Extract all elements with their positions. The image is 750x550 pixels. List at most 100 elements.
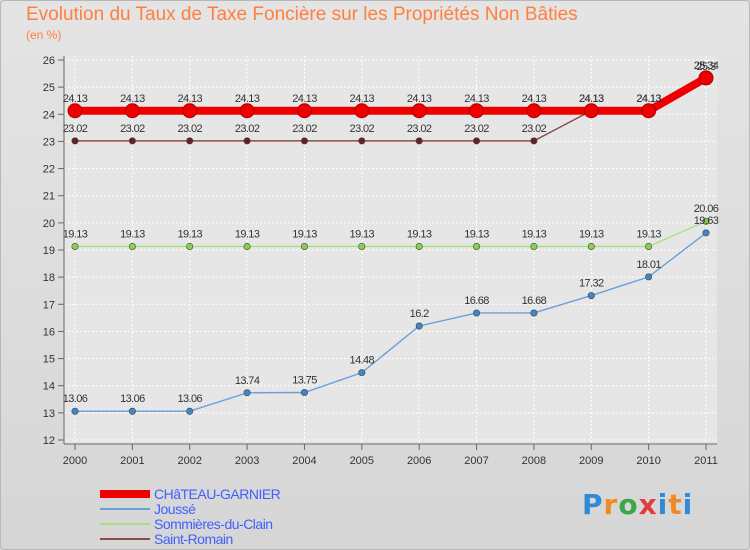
series-line-sommieres-du-clain <box>75 220 707 248</box>
legend-label: Saint-Romain <box>154 530 233 547</box>
legend-swatch <box>100 522 150 525</box>
data-label-sommieres-du-clain: 19.13 <box>63 228 88 240</box>
data-label-chateau-garnier: 24.13 <box>407 93 432 105</box>
y-tick-label: 22 <box>43 164 55 176</box>
x-tick-label: 2008 <box>522 455 546 467</box>
legend-item: CHâTEAU-GARNIER <box>100 486 281 502</box>
data-point-sommieres-du-clain <box>530 242 538 250</box>
data-label-chateau-garnier: 24.13 <box>636 93 661 105</box>
data-label-saint-romain: 23.02 <box>407 123 432 135</box>
legend-swatch <box>100 507 150 510</box>
data-point-jousse <box>71 407 79 415</box>
x-tick-label: 2001 <box>120 455 144 467</box>
data-point-sommieres-du-clain <box>71 242 79 250</box>
data-point-jousse <box>645 273 653 281</box>
data-point-sommieres-du-clain <box>702 217 710 225</box>
data-point-jousse <box>186 407 194 415</box>
data-point-saint-romain <box>128 137 136 145</box>
data-label-sommieres-du-clain: 19.13 <box>350 228 375 240</box>
data-label-chateau-garnier: 24.13 <box>350 93 375 105</box>
legend: CHâTEAU-GARNIER Joussé Sommières-du-Clain S… <box>100 486 281 547</box>
data-point-saint-romain <box>300 137 308 145</box>
y-axis-unit-label: (en %) <box>26 28 62 42</box>
data-point-sommieres-du-clain <box>300 242 308 250</box>
data-point-chateau-garnier <box>641 103 657 119</box>
data-label-sommieres-du-clain: 19.13 <box>464 228 489 240</box>
data-label-chateau-garnier: 24.13 <box>464 93 489 105</box>
data-point-saint-romain <box>530 137 538 145</box>
data-point-saint-romain <box>243 137 251 145</box>
data-point-chateau-garnier <box>469 103 485 119</box>
x-tick-label: 2000 <box>63 455 87 467</box>
data-label-saint-romain: 23.02 <box>464 123 489 135</box>
data-label-jousse: 16.68 <box>522 295 547 307</box>
series-line-chateau-garnier <box>75 74 708 115</box>
data-label-chateau-garnier: 24.13 <box>177 93 202 105</box>
y-tick-label: 12 <box>43 435 55 447</box>
series-layer <box>67 70 714 415</box>
data-point-sommieres-du-clain <box>128 242 136 250</box>
y-tick-label: 21 <box>43 191 55 203</box>
y-tick-label: 18 <box>43 272 55 284</box>
data-point-saint-romain <box>186 137 194 145</box>
y-tick-label: 20 <box>43 218 55 230</box>
chart-title: Evolution du Taux de Taxe Foncière sur l… <box>26 4 578 25</box>
data-label-saint-romain: 23.02 <box>350 123 375 135</box>
data-label-saint-romain: 24.13 <box>636 93 661 105</box>
data-label-jousse: 18.01 <box>636 259 661 271</box>
data-label-sommieres-du-clain: 19.13 <box>177 228 202 240</box>
y-tick-label: 14 <box>43 381 55 393</box>
data-label-jousse: 16.68 <box>464 295 489 307</box>
series-line-jousse <box>75 232 707 412</box>
data-point-chateau-garnier <box>583 103 599 119</box>
data-label-jousse: 13.06 <box>120 393 145 405</box>
data-label-jousse: 14.48 <box>350 355 375 367</box>
data-point-chateau-garnier <box>698 70 714 86</box>
data-label-saint-romain: 25.3 <box>696 61 715 73</box>
data-label-jousse: 13.06 <box>63 393 88 405</box>
x-tick-label: 2009 <box>579 455 603 467</box>
data-label-chateau-garnier: 24.13 <box>63 93 88 105</box>
x-tick-label: 2003 <box>235 455 259 467</box>
data-point-sommieres-du-clain <box>243 242 251 250</box>
data-point-jousse <box>243 389 251 397</box>
y-tick-label: 15 <box>43 354 55 366</box>
data-label-layer: 13.06 13.06 13.06 13.74 13.75 14.48 16.2 16.68 1… <box>63 60 720 405</box>
legend-item: Joussé <box>100 501 280 517</box>
y-tick-label: 23 <box>43 136 55 148</box>
data-point-saint-romain <box>71 137 79 145</box>
data-point-sommieres-du-clain <box>473 242 481 250</box>
data-point-jousse <box>530 309 538 317</box>
data-label-chateau-garnier: 24.13 <box>522 93 547 105</box>
data-point-saint-romain <box>358 137 366 145</box>
data-point-sommieres-du-clain <box>587 242 595 250</box>
legend-item: Sommières-du-Clain <box>100 516 280 532</box>
data-label-sommieres-du-clain: 20.06 <box>694 203 719 215</box>
data-label-jousse: 16.2 <box>410 308 429 320</box>
data-label-sommieres-du-clain: 19.13 <box>235 228 260 240</box>
data-label-sommieres-du-clain: 19.13 <box>120 228 145 240</box>
data-point-jousse <box>358 369 366 377</box>
data-point-chateau-garnier <box>411 103 427 119</box>
data-point-jousse <box>415 322 423 330</box>
legend-item: Saint-Romain <box>100 530 280 547</box>
legend-swatch <box>100 537 150 540</box>
data-label-chateau-garnier: 24.13 <box>579 93 604 105</box>
y-tick-label: 19 <box>43 245 55 257</box>
y-tick-label: 17 <box>43 299 55 311</box>
data-label-saint-romain: 23.02 <box>120 123 145 135</box>
y-tick-label: 26 <box>43 55 55 67</box>
data-label-saint-romain: 24.13 <box>579 93 604 105</box>
x-tick-label: 2007 <box>464 455 488 467</box>
data-point-saint-romain <box>473 137 481 145</box>
data-label-sommieres-du-clain: 19.13 <box>407 228 432 240</box>
data-point-chateau-garnier <box>296 103 312 119</box>
data-point-chateau-garnier <box>354 103 370 119</box>
data-label-chateau-garnier: 24.13 <box>120 93 145 105</box>
x-tick-label: 2006 <box>407 455 431 467</box>
data-point-sommieres-du-clain <box>358 242 366 250</box>
data-label-saint-romain: 23.02 <box>235 123 260 135</box>
data-label-saint-romain: 23.02 <box>177 123 202 135</box>
data-point-jousse <box>702 229 710 237</box>
data-label-jousse: 13.74 <box>235 375 260 387</box>
